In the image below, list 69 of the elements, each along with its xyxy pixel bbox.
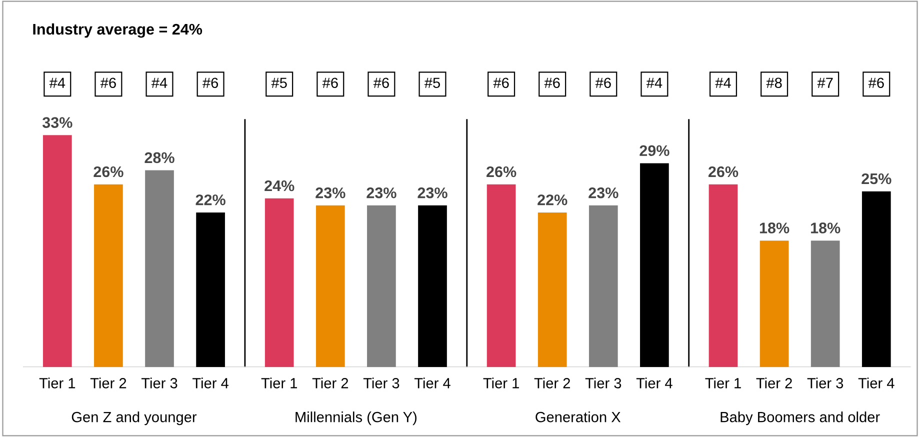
text: #6: [100, 78, 116, 88]
text: #4: [151, 78, 168, 88]
text: #5: [424, 78, 440, 88]
bar: [708, 184, 738, 368]
text: #4: [646, 78, 662, 88]
x-tick-label: Millennials (Gen Y): [296, 412, 416, 426]
text: #6: [595, 78, 611, 88]
text: #8: [766, 78, 782, 88]
bar: [640, 163, 669, 368]
data-label: 28%: [144, 152, 174, 164]
bar: [760, 240, 789, 368]
data-label: 24%: [264, 180, 294, 192]
data-label: 26%: [94, 166, 124, 178]
text: Tier 2: [312, 378, 348, 388]
bar: [94, 184, 123, 368]
bar: [316, 205, 345, 368]
text: Tier 1: [705, 378, 741, 388]
text: #6: [493, 78, 509, 88]
text: #6: [868, 78, 884, 88]
text: #5: [271, 78, 287, 88]
text: #6: [544, 78, 560, 88]
series-label: Tier 1: [39, 378, 76, 388]
bar: [264, 198, 294, 368]
bar: [145, 170, 174, 368]
data-label: 26%: [486, 166, 516, 178]
text: #4: [49, 78, 66, 88]
data-label: 23%: [418, 187, 448, 198]
data-label: 26%: [708, 166, 738, 178]
text: Tier 2: [534, 378, 570, 388]
bar: [42, 135, 72, 368]
x-tick-label: Generation X: [536, 412, 621, 422]
text: #6: [373, 78, 389, 88]
text: Tier 4: [858, 378, 894, 388]
bar: [538, 212, 567, 368]
bar: [588, 205, 618, 368]
data-label: 22%: [538, 194, 568, 206]
text: Tier 4: [192, 378, 228, 388]
bar: [810, 240, 840, 368]
text: #6: [322, 78, 338, 88]
data-label: 33%: [42, 117, 72, 128]
data-label: 18%: [760, 222, 790, 234]
bar: [862, 191, 891, 368]
data-label: 18%: [811, 222, 840, 234]
data-label: 25%: [862, 173, 892, 184]
text: Tier 4: [636, 378, 672, 388]
data-label: 29%: [640, 145, 670, 156]
bar: [367, 205, 396, 368]
text: Tier 2: [90, 378, 126, 388]
text: Tier 1: [483, 378, 519, 388]
series-label: Tier 2: [756, 378, 792, 388]
bar: [196, 212, 225, 368]
text: #4: [715, 78, 731, 88]
text: Tier 3: [141, 378, 178, 388]
series-label: Tier 4: [414, 378, 450, 388]
data-label: 23%: [316, 187, 346, 198]
series-label: Tier 3: [585, 378, 622, 388]
data-label: 23%: [366, 187, 396, 198]
text: Tier 1: [261, 378, 298, 388]
text: Tier 3: [363, 378, 400, 388]
chart-title: Industry average = 24%: [33, 23, 202, 38]
text: Tier 3: [807, 378, 844, 388]
bar: [486, 184, 516, 368]
text: #7: [817, 78, 833, 88]
data-label: 22%: [196, 194, 226, 206]
bar: [418, 205, 447, 368]
x-tick-label: Gen Z and younger: [72, 412, 197, 426]
text: #6: [202, 78, 218, 88]
x-tick-label: Baby Boomers and older: [720, 412, 880, 426]
data-label: 23%: [588, 187, 618, 198]
